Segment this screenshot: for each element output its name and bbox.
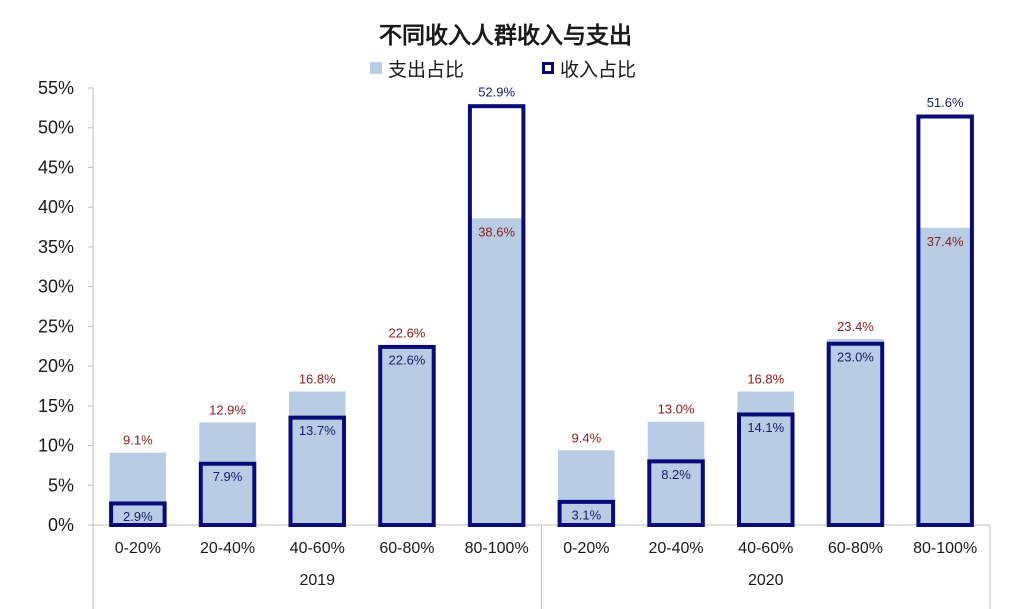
legend-swatch-income (542, 62, 555, 74)
bar-expense (916, 227, 974, 525)
data-label-expense: 38.6% (478, 224, 515, 239)
y-tick-label: 25% (38, 316, 74, 336)
y-tick-label: 50% (38, 118, 74, 138)
bar-expense (827, 339, 884, 525)
bar-expense (109, 452, 167, 525)
x-category-label: 60-80% (379, 540, 434, 557)
y-tick-label: 15% (38, 396, 74, 416)
data-label-income: 23.0% (837, 349, 874, 364)
group-label: 2019 (299, 572, 335, 589)
legend-item-expense: 支出占比 (370, 55, 464, 82)
y-tick-label: 5% (48, 475, 74, 495)
group-label: 2020 (748, 572, 784, 589)
x-category-label: 0-20% (115, 540, 161, 557)
data-label-expense: 9.1% (123, 433, 153, 448)
data-label-expense: 12.9% (209, 403, 246, 418)
bar-expense (288, 391, 346, 525)
bar-income (736, 412, 795, 527)
data-label-income: 7.9% (213, 469, 243, 484)
bar-expense (468, 218, 525, 525)
bar-income (557, 499, 616, 527)
x-category-label: 40-60% (738, 540, 793, 557)
bar-income (378, 344, 436, 528)
x-category-label: 60-80% (828, 540, 883, 557)
y-tick-label: 0% (48, 515, 74, 535)
x-category-label: 80-100% (913, 540, 977, 557)
data-label-income: 2.9% (123, 509, 153, 524)
bar-expense (378, 345, 436, 525)
bar-income (826, 341, 885, 527)
data-label-expense: 37.4% (927, 234, 964, 249)
bar-income (647, 459, 705, 527)
bar-income (288, 415, 347, 528)
bar-expense (647, 421, 705, 525)
y-tick-label: 30% (38, 277, 74, 297)
data-label-income: 8.2% (661, 467, 691, 482)
x-category-label: 80-100% (465, 540, 529, 557)
y-tick-label: 10% (38, 436, 74, 456)
y-tick-label: 20% (38, 356, 74, 376)
data-label-expense: 23.4% (837, 319, 874, 334)
x-category-label: 20-40% (200, 540, 255, 557)
legend-item-income: 收入占比 (542, 55, 636, 82)
legend-label-expense: 支出占比 (388, 58, 465, 81)
y-tick-label: 45% (38, 157, 74, 177)
y-tick-label: 55% (38, 78, 74, 98)
bar-income (467, 104, 526, 527)
data-label-expense: 16.8% (299, 372, 336, 387)
chart-title: 不同收入人群收入与支出 (379, 23, 632, 49)
data-label-expense: 9.4% (572, 430, 602, 445)
bar-expense (199, 422, 256, 525)
data-label-income: 22.6% (389, 352, 426, 367)
data-label-expense: 22.6% (389, 325, 426, 340)
data-label-expense: 16.8% (747, 372, 784, 387)
data-label-income: 51.6% (927, 95, 964, 110)
bar-income (198, 461, 257, 527)
legend-swatch-expense (370, 62, 382, 74)
bar-expense (558, 450, 615, 525)
data-label-income: 14.1% (747, 420, 784, 435)
x-category-label: 40-60% (290, 540, 345, 557)
x-category-label: 0-20% (563, 540, 609, 557)
y-tick-label: 35% (38, 237, 74, 257)
data-label-income: 3.1% (572, 507, 602, 522)
data-label-income: 13.7% (299, 423, 336, 438)
y-tick-label: 40% (38, 197, 74, 217)
legend: 支出占比 收入占比 (370, 55, 714, 82)
data-label-income: 52.9% (478, 85, 515, 100)
bar-income (916, 114, 974, 527)
bar-expense (737, 391, 795, 525)
data-label-expense: 13.0% (658, 402, 695, 417)
legend-label-income: 收入占比 (560, 58, 637, 81)
x-category-label: 20-40% (648, 540, 703, 557)
bar-income (109, 501, 167, 528)
